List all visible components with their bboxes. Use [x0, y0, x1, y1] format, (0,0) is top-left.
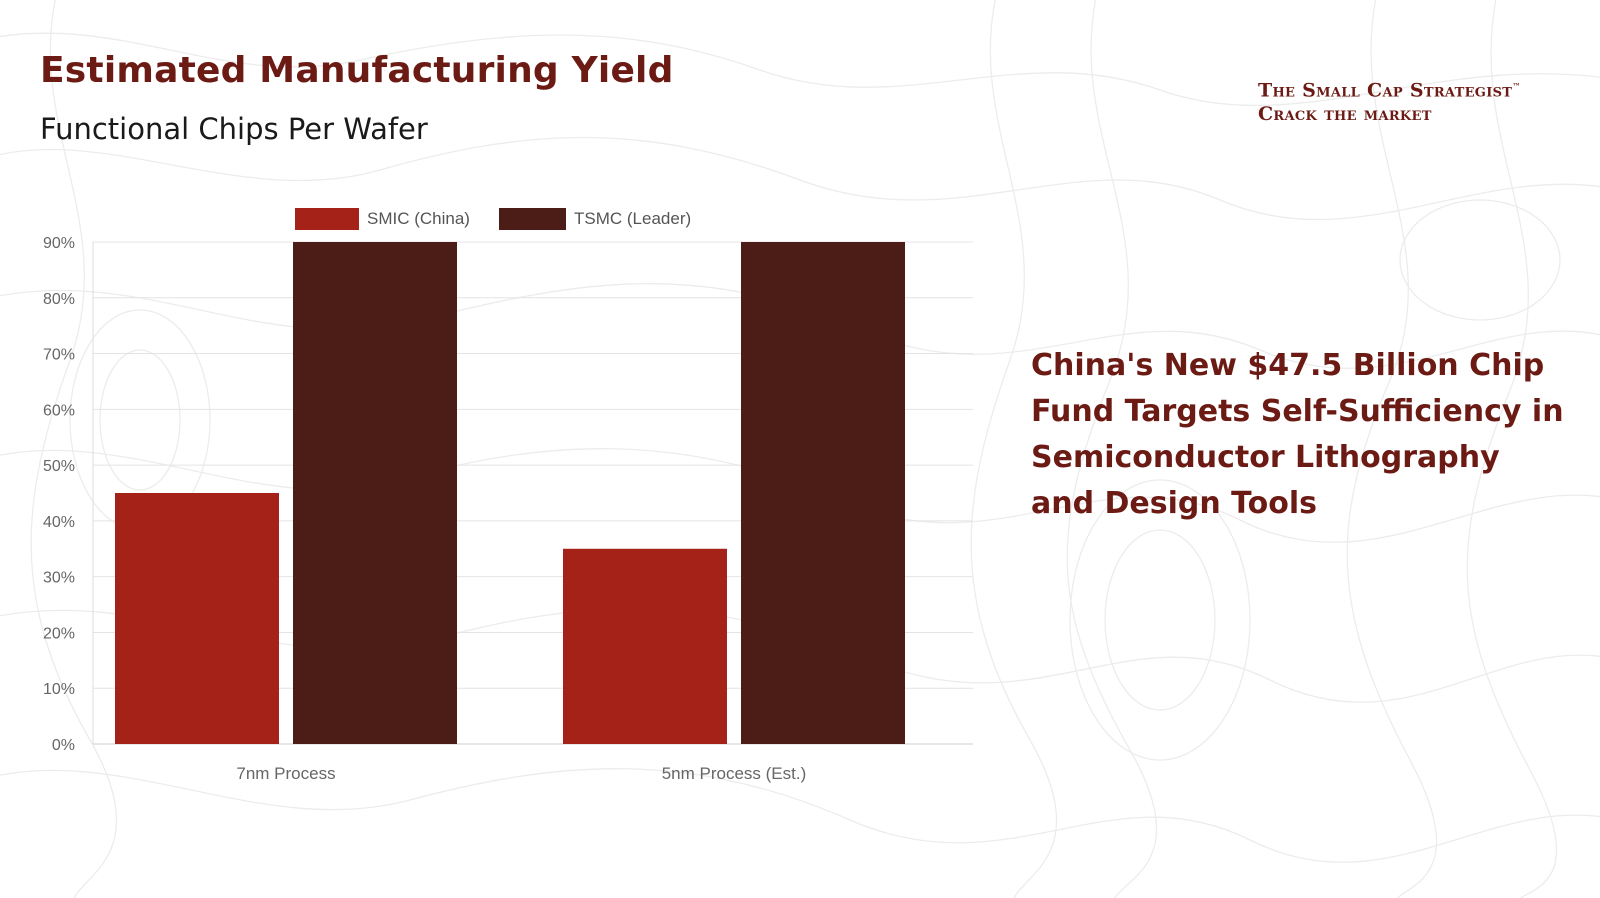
grid-lines: 0% 10% 20% 30% 40% 50% 60% 70% 80% 90% [43, 235, 973, 754]
article-headline: China's New $47.5 Billion Chip Fund Targ… [1031, 348, 1564, 521]
y-tick-label: 70% [43, 347, 75, 364]
brand-logo: The Small Cap Strategist™ Crack the mark… [1258, 74, 1521, 126]
y-tick-label: 90% [43, 235, 75, 252]
bar-chart: 0% 10% 20% 30% 40% 50% 60% 70% 80% 90% 7nm Proces… [43, 208, 973, 783]
legend-label: SMIC (China) [367, 209, 470, 228]
y-tick-label: 30% [43, 570, 75, 587]
x-tick-label: 5nm Process (Est.) [662, 764, 807, 783]
bar-smic [563, 548, 727, 744]
y-tick-label: 40% [43, 514, 75, 531]
y-tick-label: 10% [43, 681, 75, 698]
bar-smic [115, 493, 279, 744]
legend-swatch [499, 208, 566, 230]
brand-name-text: The Small Cap Strategist [1258, 79, 1513, 102]
x-tick-label: 7nm Process [236, 764, 335, 783]
brand-name: The Small Cap Strategist™ [1258, 74, 1521, 102]
y-tick-label: 0% [52, 737, 75, 754]
brand-tagline: Crack the market [1258, 103, 1432, 126]
y-tick-label: 50% [43, 458, 75, 475]
y-tick-label: 60% [43, 402, 75, 419]
bars: 7nm Process 5nm Process (Est.) [115, 242, 905, 783]
legend-label: TSMC (Leader) [574, 209, 691, 228]
bar-tsmc [293, 242, 457, 744]
legend: SMIC (China) TSMC (Leader) [295, 208, 691, 230]
brand-trademark: ™ [1512, 81, 1521, 91]
bar-tsmc [741, 242, 905, 744]
y-tick-label: 80% [43, 291, 75, 308]
chart-subtitle: Functional Chips Per Wafer [40, 112, 428, 146]
chart-title: Estimated Manufacturing Yield [40, 50, 674, 91]
legend-swatch [295, 208, 359, 230]
y-tick-label: 20% [43, 625, 75, 642]
